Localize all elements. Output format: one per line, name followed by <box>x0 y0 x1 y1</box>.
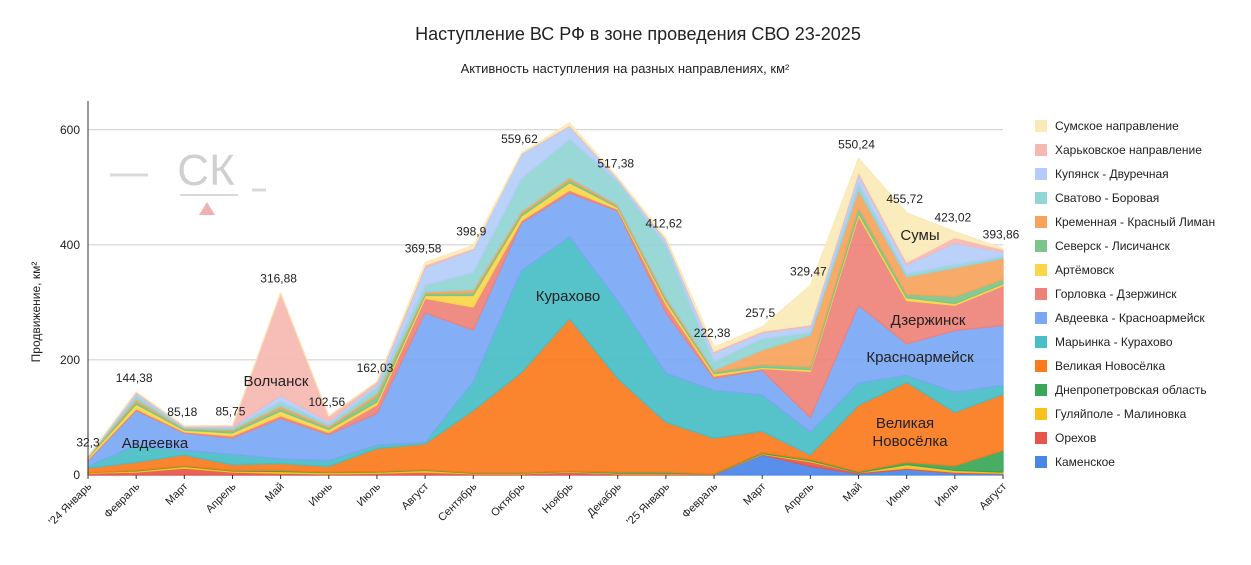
legend-swatch <box>1035 360 1047 372</box>
total-label: 257,5 <box>745 306 775 320</box>
y-axis-label: Продвижение, км² <box>29 262 43 363</box>
total-label: 144,38 <box>116 371 153 385</box>
annotation: Новосёлка <box>872 433 948 450</box>
annotation: Сумы <box>900 227 939 244</box>
legend-label: Харьковское направление <box>1055 143 1202 157</box>
legend-label: Орехов <box>1055 431 1096 445</box>
legend-label: Авдеевка - Красноармейск <box>1055 311 1205 325</box>
chart-title: Наступление ВС РФ в зоне проведения СВО … <box>415 24 861 44</box>
legend-label: Северск - Лисичанск <box>1055 239 1171 253</box>
area <box>87 122 1004 458</box>
total-label: 517,38 <box>597 156 634 170</box>
annotation: Волчанск <box>244 373 309 390</box>
annotation: Курахово <box>536 288 601 305</box>
legend-swatch <box>1035 240 1047 252</box>
legend-swatch <box>1035 432 1047 444</box>
legend-swatch <box>1035 288 1047 300</box>
legend-label: Артёмовск <box>1055 263 1115 277</box>
legend-swatch <box>1035 216 1047 228</box>
legend-label: Днепропетровская область <box>1055 383 1207 397</box>
watermark: СК <box>110 146 266 215</box>
areas <box>87 122 1004 476</box>
legend-swatch <box>1035 384 1047 396</box>
legend-swatch <box>1035 408 1047 420</box>
legend-label: Марьинка - Курахово <box>1055 335 1173 349</box>
total-label: 329,47 <box>790 264 827 278</box>
legend-swatch <box>1035 312 1047 324</box>
y-tick-label: 400 <box>60 238 80 252</box>
total-label: 559,62 <box>501 132 538 146</box>
total-label: 398,9 <box>456 224 486 238</box>
legend-label: Гуляйполе - Малиновка <box>1055 407 1187 421</box>
legend-label: Великая Новосёлка <box>1055 359 1165 373</box>
annotation: Авдеевка <box>122 435 189 452</box>
annotation: Великая <box>876 415 934 432</box>
total-label: 316,88 <box>260 272 297 286</box>
total-label: 85,18 <box>167 405 197 419</box>
y-tick-label: 200 <box>60 353 80 367</box>
watermark-text: СК <box>177 146 235 195</box>
legend-label: Кременная - Красный Лиман <box>1055 215 1215 229</box>
total-label: 222,38 <box>694 326 731 340</box>
chart-subtitle: Активность наступления на разных направл… <box>461 61 790 76</box>
total-label: 102,56 <box>308 395 345 409</box>
total-label: 455,72 <box>886 192 923 206</box>
total-label: 162,03 <box>357 361 394 375</box>
total-label: 393,86 <box>983 227 1020 241</box>
labels: 32,3 144,38 85,18 85,75 316,88 102,56 162,03 36… <box>76 132 1019 452</box>
legend-swatch <box>1035 192 1047 204</box>
y-tick-label: 600 <box>60 123 80 137</box>
legend-label: Сватово - Боровая <box>1055 191 1159 205</box>
watermark-triangle <box>199 202 215 215</box>
legend-label: Горловка - Дзержинск <box>1055 287 1177 301</box>
legend-swatch <box>1035 456 1047 468</box>
total-label: 550,24 <box>838 137 875 151</box>
legend-swatch <box>1035 336 1047 348</box>
y-tick-label: 0 <box>73 468 80 482</box>
legend-swatch <box>1035 168 1047 180</box>
legend-label: Купянск - Двуречная <box>1055 167 1169 181</box>
total-label: 412,62 <box>646 217 683 231</box>
total-label: 423,02 <box>934 211 971 225</box>
annotation: Красноармейск <box>866 349 974 366</box>
legend: Сумское направление Харьковское направлен… <box>1035 119 1215 469</box>
annotation: Дзержинск <box>891 312 966 329</box>
legend-label: Каменское <box>1055 455 1115 469</box>
total-label: 369,58 <box>405 241 442 255</box>
total-label: 32,3 <box>76 435 100 449</box>
legend-swatch <box>1035 144 1047 156</box>
total-label: 85,75 <box>215 405 245 419</box>
legend-swatch <box>1035 120 1047 132</box>
legend-swatch <box>1035 264 1047 276</box>
legend-label: Сумское направление <box>1055 119 1179 133</box>
